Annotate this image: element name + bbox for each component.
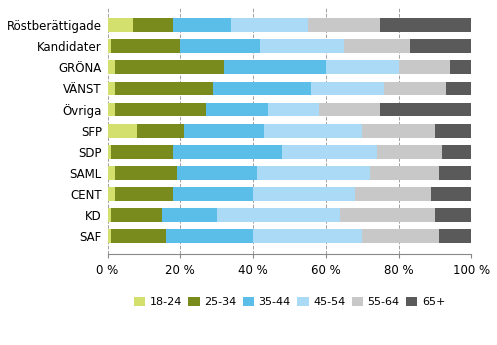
Bar xyxy=(311,81,384,95)
Bar xyxy=(111,145,173,159)
Bar xyxy=(184,124,264,138)
Bar xyxy=(206,103,268,117)
Bar xyxy=(107,166,115,180)
Bar xyxy=(319,103,381,117)
Bar xyxy=(362,124,435,138)
Bar xyxy=(115,60,224,74)
Bar xyxy=(384,81,446,95)
Bar xyxy=(180,39,260,53)
Bar xyxy=(268,103,319,117)
Bar xyxy=(115,166,176,180)
Bar xyxy=(439,229,472,243)
Bar xyxy=(257,166,370,180)
Bar xyxy=(133,18,173,32)
Bar xyxy=(111,229,166,243)
Bar xyxy=(362,229,439,243)
Bar xyxy=(435,124,472,138)
Bar xyxy=(162,208,217,222)
Bar xyxy=(111,208,162,222)
Bar xyxy=(326,60,399,74)
Bar xyxy=(107,18,133,32)
Bar xyxy=(107,60,115,74)
Bar xyxy=(115,103,206,117)
Bar xyxy=(173,18,231,32)
Bar xyxy=(107,187,115,201)
Bar xyxy=(381,103,472,117)
Bar xyxy=(377,145,442,159)
Bar xyxy=(107,208,111,222)
Bar xyxy=(107,229,111,243)
Bar xyxy=(231,18,308,32)
Bar xyxy=(176,166,257,180)
Bar xyxy=(166,229,253,243)
Bar xyxy=(115,187,173,201)
Bar xyxy=(224,60,326,74)
Bar xyxy=(107,145,111,159)
Bar xyxy=(381,18,472,32)
Bar xyxy=(399,60,450,74)
Bar xyxy=(115,81,213,95)
Bar xyxy=(217,208,340,222)
Legend: 18-24, 25-34, 35-44, 45-54, 55-64, 65+: 18-24, 25-34, 35-44, 45-54, 55-64, 65+ xyxy=(129,292,450,312)
Bar xyxy=(446,81,472,95)
Bar xyxy=(435,208,472,222)
Bar xyxy=(410,39,472,53)
Bar xyxy=(340,208,435,222)
Bar xyxy=(107,39,111,53)
Bar xyxy=(213,81,311,95)
Bar xyxy=(370,166,439,180)
Bar xyxy=(308,18,381,32)
Bar xyxy=(107,103,115,117)
Bar xyxy=(253,229,362,243)
Bar xyxy=(107,124,137,138)
Bar xyxy=(173,145,282,159)
Bar xyxy=(137,124,184,138)
Bar xyxy=(264,124,362,138)
Bar xyxy=(260,39,344,53)
Bar xyxy=(431,187,472,201)
Bar xyxy=(282,145,377,159)
Bar xyxy=(111,39,180,53)
Bar xyxy=(442,145,472,159)
Bar xyxy=(450,60,472,74)
Bar xyxy=(107,81,115,95)
Bar xyxy=(253,187,355,201)
Bar xyxy=(439,166,472,180)
Bar xyxy=(344,39,410,53)
Bar xyxy=(173,187,253,201)
Bar xyxy=(355,187,431,201)
